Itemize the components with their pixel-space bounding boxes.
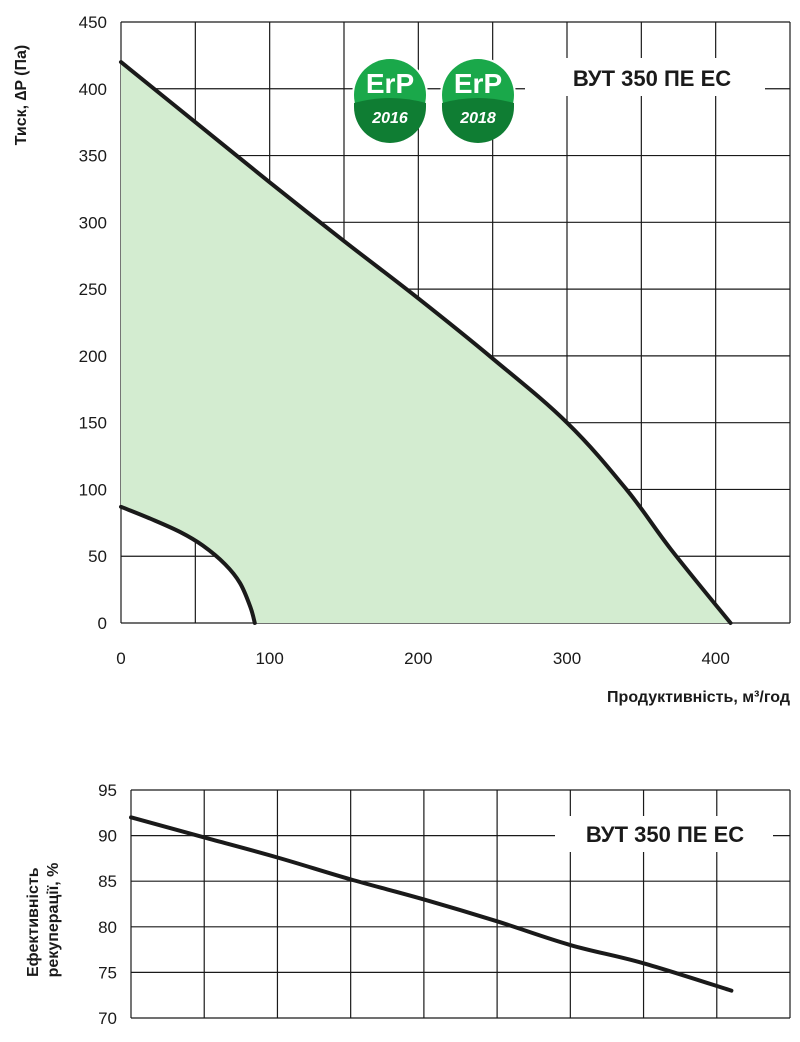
- y-axis-label: Тиск, ∆P (Па): [13, 45, 30, 145]
- y-tick-label: 85: [98, 872, 117, 891]
- x-tick-label: 400: [701, 649, 729, 668]
- y-tick-label: 250: [79, 280, 107, 299]
- y-tick-label: 400: [79, 80, 107, 99]
- y-tick-label: 0: [98, 614, 107, 633]
- erp-2018-badge: ErP 2018: [440, 57, 516, 143]
- x-tick-label: 300: [553, 649, 581, 668]
- y-tick-label: 95: [98, 781, 117, 800]
- badge-year: 2018: [459, 110, 496, 127]
- y-tick-label: 90: [98, 827, 117, 846]
- x-tick-label: 100: [255, 649, 283, 668]
- x-tick-labels: 0 100 200 300 400: [116, 649, 730, 668]
- badge-band: [354, 98, 426, 143]
- min-pressure-curve: [119, 504, 257, 625]
- erp-2016-badge: ErP 2016: [352, 57, 428, 143]
- y-tick-label: 70: [98, 1009, 117, 1028]
- y-tick-label: 350: [79, 147, 107, 166]
- y-tick-labels: 0 50 100 150 200 250 300 350 400 450: [79, 13, 107, 633]
- y-axis-label: Ефективність рекуперації, %: [25, 863, 62, 978]
- y-tick-label: 80: [98, 918, 117, 937]
- curves: [119, 60, 733, 625]
- y-tick-label: 100: [79, 480, 107, 499]
- badge-label: ErP: [366, 68, 414, 99]
- curves: [129, 815, 734, 993]
- chart-title: ВУТ 350 ПЕ ЕС: [586, 822, 744, 847]
- badge-label: ErP: [454, 68, 502, 99]
- y-axis-label-line-1: Ефективність: [25, 867, 42, 977]
- badge-year: 2016: [371, 110, 408, 127]
- title-box: [555, 816, 773, 852]
- pressure-chart: 0 50 100 150 200 250 300 350 400 450 0 100 200 300 40…: [13, 13, 791, 706]
- chart-title: ВУТ 350 ПЕ ЕС: [573, 66, 731, 91]
- badge-band: [442, 98, 514, 143]
- title-box: [525, 58, 765, 96]
- y-axis-label-line-2: рекуперації, %: [45, 863, 62, 978]
- y-tick-labels: 70 75 80 85 90 95: [98, 781, 117, 1028]
- efficiency-curve: [129, 815, 734, 993]
- efficiency-chart: 70 75 80 85 90 95 Ефективність рекуперації, %…: [25, 781, 791, 1028]
- x-tick-label: 0: [116, 649, 125, 668]
- max-pressure-curve: [119, 60, 733, 625]
- y-tick-label: 75: [98, 963, 117, 982]
- y-tick-label: 300: [79, 213, 107, 232]
- y-tick-label: 450: [79, 13, 107, 32]
- x-axis-label: Продуктивність, м³/год: [607, 689, 790, 706]
- y-tick-label: 200: [79, 347, 107, 366]
- y-tick-label: 50: [88, 547, 107, 566]
- operating-area: [121, 62, 731, 624]
- x-tick-label: 200: [404, 649, 432, 668]
- y-tick-label: 150: [79, 414, 107, 433]
